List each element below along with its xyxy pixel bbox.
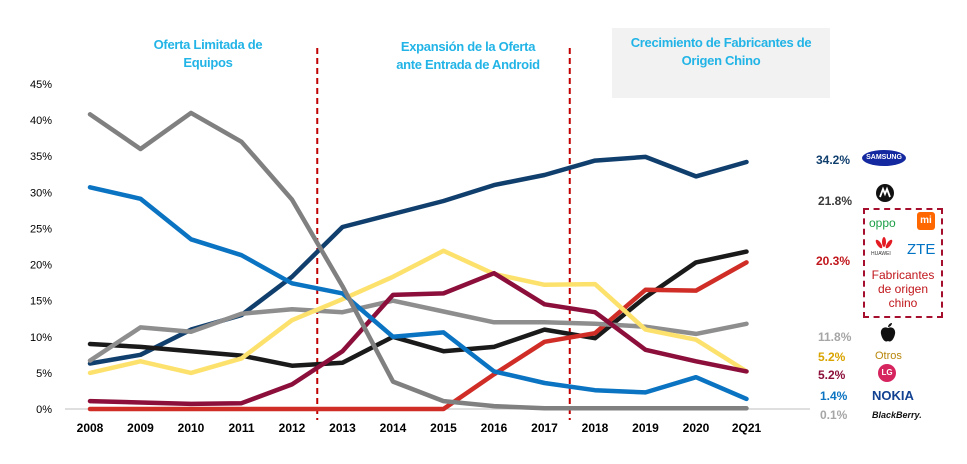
x-tick-label: 2010 [178, 421, 205, 435]
x-tick-label: 2Q21 [732, 421, 762, 435]
x-tick-label: 2019 [632, 421, 659, 435]
series-lines [87, 110, 749, 412]
y-tick-label: 35% [30, 151, 52, 163]
end-label-nokia: 1.4% [820, 389, 848, 403]
lg-logo: LG [878, 364, 896, 382]
end-label-otros: 5.2% [818, 350, 846, 364]
x-tick-label: 2008 [77, 421, 104, 435]
y-tick-label: 30% [30, 187, 52, 199]
oppo-logo: oppo [869, 216, 896, 230]
series-line-otros [87, 248, 749, 376]
zte-logo: ZTE [907, 241, 936, 258]
series-line-nokia [87, 185, 749, 402]
phase-label-android-expansion: Expansión de la Oferta ante Entrada de A… [396, 39, 540, 72]
series-line-apple [87, 298, 749, 363]
phase-dividers [316, 48, 571, 420]
chinese-manufacturers-group: oppo mi HUAWEI ZTE Fabricantes de origen… [863, 208, 943, 318]
phase-label-limited-offer: Oferta Limitada de Equipos [153, 37, 263, 70]
blackberry-logo: BlackBerry. [872, 410, 922, 420]
nokia-logo: NOKIA [872, 388, 914, 403]
apple-icon [880, 323, 896, 342]
phase-label-chinese-growth: Crecimiento de Fabricantes de Origen Chi… [612, 28, 830, 98]
y-tick-label: 5% [36, 368, 52, 380]
end-label-apple: 11.8% [818, 330, 852, 344]
y-tick-label: 45% [30, 79, 52, 91]
end-label-samsung: 34.2% [816, 153, 851, 167]
motorola-m-icon [879, 186, 891, 198]
y-axis: 0% 5% 10% 15% 20% 25% 30% 35% 40% 45% [30, 79, 810, 416]
series-line-chinese-manufacturers [87, 260, 749, 412]
x-tick-label: 2014 [380, 421, 407, 435]
y-tick-label: 10% [30, 332, 52, 344]
y-tick-label: 0% [36, 404, 52, 416]
x-tick-label: 2016 [481, 421, 508, 435]
y-tick-label: 40% [30, 115, 52, 127]
x-tick-label: 2011 [228, 421, 254, 435]
x-tick-label: 2009 [127, 421, 154, 435]
chinese-manufacturers-label: Fabricantes de origen chino [871, 268, 935, 310]
apple-logo-icon [878, 322, 898, 349]
series-line-motorola [87, 249, 749, 368]
x-axis: 2008 2009 2010 2011 2012 2013 2014 2015 2016 2017… [77, 421, 762, 435]
lg-logo-text: LG [881, 368, 893, 377]
x-tick-label: 2017 [531, 421, 558, 435]
end-label-motorola: 21.8% [818, 194, 853, 208]
samsung-logo: SAMSUNG [862, 150, 906, 166]
x-tick-label: 2012 [279, 421, 306, 435]
xiaomi-logo: mi [917, 212, 935, 230]
samsung-logo-text: SAMSUNG [866, 154, 902, 161]
y-tick-label: 20% [30, 260, 52, 272]
x-tick-label: 2013 [329, 421, 356, 435]
y-tick-label: 15% [30, 296, 52, 308]
end-label-lg: 5.2% [818, 368, 846, 382]
huawei-logo-text: HUAWEI [871, 251, 891, 257]
motorola-logo-icon [876, 184, 894, 202]
series-line-lg [87, 270, 749, 407]
end-label-blackberry: 0.1% [820, 408, 848, 422]
x-tick-label: 2020 [683, 421, 710, 435]
huawei-logo-icon [873, 236, 895, 255]
otros-label: Otros [875, 350, 902, 362]
x-tick-label: 2015 [430, 421, 457, 435]
y-tick-label: 25% [30, 223, 52, 235]
series-line-blackberry [87, 110, 749, 411]
end-label-chinese: 20.3% [816, 254, 851, 268]
huawei-petals-icon [875, 237, 893, 249]
x-tick-label: 2018 [582, 421, 609, 435]
